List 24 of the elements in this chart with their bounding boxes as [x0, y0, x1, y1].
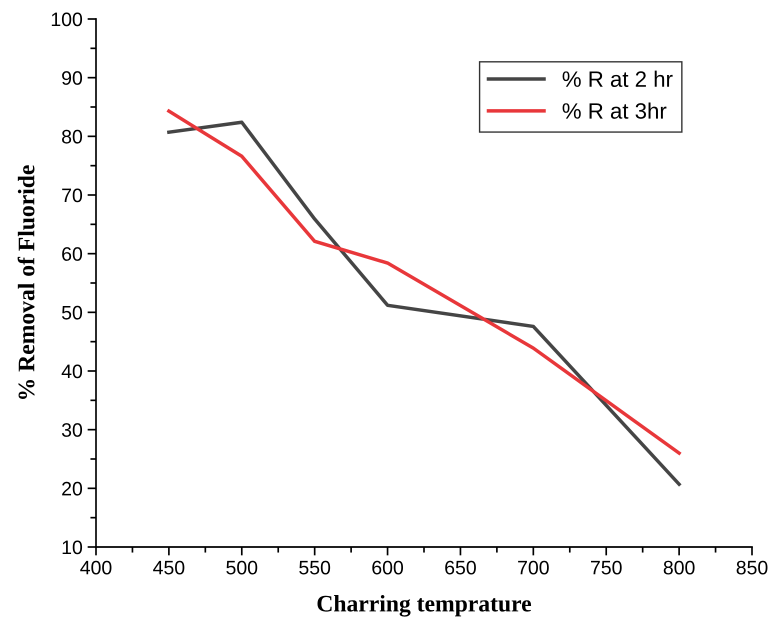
y-tick-label: 70	[62, 188, 82, 202]
y-tick-label: 40	[62, 364, 82, 378]
y-tick-label: 10	[62, 540, 82, 554]
y-tick-label: 30	[62, 423, 82, 437]
y-tick-label: 100	[52, 12, 82, 26]
x-tick-label: 600	[372, 560, 404, 574]
x-tick-label: 700	[518, 560, 549, 574]
y-tick-label: 20	[62, 482, 82, 496]
y-tick-label: 60	[62, 247, 82, 261]
x-tick-label: 400	[80, 560, 112, 574]
y-tick-label: 90	[62, 71, 82, 85]
x-tick-label: 450	[153, 560, 184, 574]
x-tick-label: 750	[591, 560, 622, 574]
x-tick-label: 500	[226, 560, 258, 574]
x-tick-label: 650	[445, 560, 476, 574]
x-tick-label: 800	[664, 560, 695, 574]
legend-label: % R at 2 hr	[562, 70, 673, 88]
y-tick-label: 50	[62, 306, 82, 320]
x-tick-label: 550	[299, 560, 330, 574]
x-axis-title: Charring temprature	[317, 594, 532, 617]
legend-label: % R at 3hr	[562, 102, 666, 119]
y-axis-title: % Removal of Fluoride	[18, 165, 35, 399]
x-tick-label: 850	[736, 560, 768, 574]
y-tick-label: 80	[62, 130, 82, 144]
